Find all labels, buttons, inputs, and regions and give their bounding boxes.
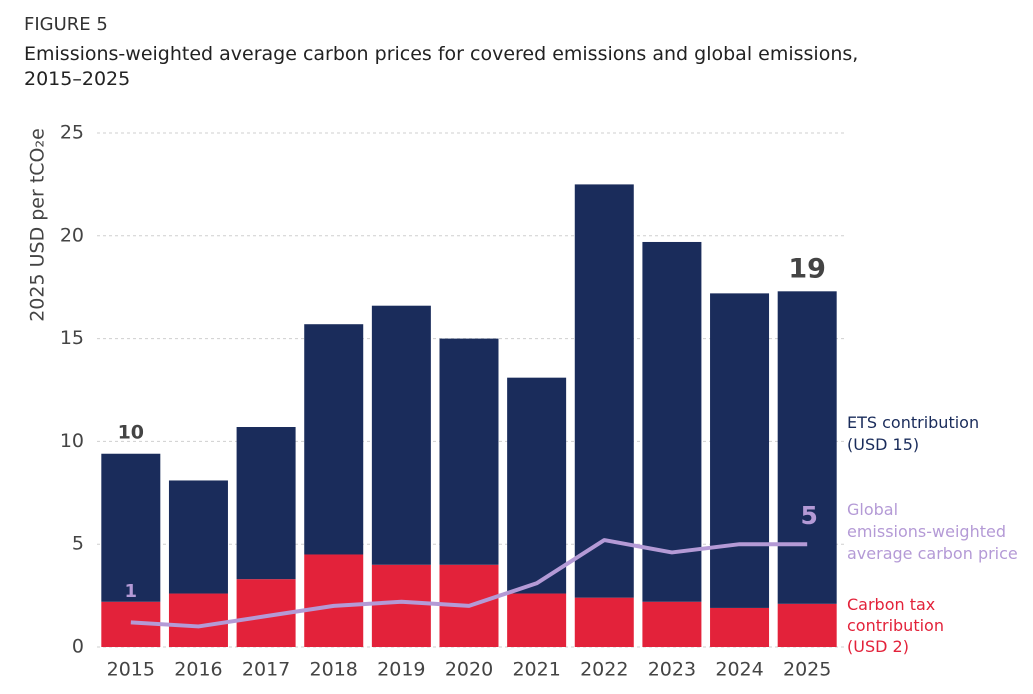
legend-label: ETS contribution (USD 15) bbox=[847, 413, 980, 454]
line bbox=[130, 538, 808, 629]
bar-segment bbox=[710, 293, 770, 608]
x-tick-label: 2021 bbox=[512, 659, 560, 681]
bar-segment bbox=[710, 607, 770, 647]
bar-segment bbox=[574, 597, 634, 647]
x-tick-label: 2022 bbox=[580, 659, 628, 681]
bar-segment bbox=[304, 554, 364, 647]
x-tick-label: 2024 bbox=[715, 659, 763, 681]
bar-segment bbox=[236, 427, 296, 580]
bar-segment bbox=[642, 241, 702, 602]
bar-segment bbox=[642, 601, 702, 647]
y-tick-label: 25 bbox=[60, 122, 84, 144]
legend-label: Global emissions-weighted average carbon… bbox=[847, 500, 1018, 563]
bar-segment bbox=[574, 184, 634, 598]
x-tick-label: 2025 bbox=[783, 659, 831, 681]
y-tick-label: 0 bbox=[72, 636, 84, 658]
bar-segment bbox=[101, 453, 161, 602]
x-tick-label: 2020 bbox=[445, 659, 493, 681]
bar-segment bbox=[507, 377, 567, 594]
x-tick-label: 2015 bbox=[107, 659, 155, 681]
annotation: 10 bbox=[118, 422, 144, 444]
annotation: 1 bbox=[125, 581, 138, 602]
bar-segment bbox=[371, 305, 431, 565]
annotation: 19 bbox=[788, 254, 826, 285]
bar-segment bbox=[304, 324, 364, 555]
legend-label: Carbon tax contribution (USD 2) bbox=[847, 595, 944, 656]
bar-segment bbox=[168, 593, 228, 647]
figure-label: FIGURE 5 bbox=[24, 14, 108, 35]
y-tick-label: 5 bbox=[72, 533, 84, 555]
bar-segment bbox=[777, 291, 837, 604]
y-axis-label: 2025 USD per tCO₂e bbox=[27, 128, 49, 322]
annotation: 5 bbox=[800, 501, 817, 530]
bar-segment bbox=[439, 338, 499, 565]
x-tick-label: 2019 bbox=[377, 659, 425, 681]
y-tick-label: 10 bbox=[60, 430, 84, 452]
chart-title: Emissions-weighted average carbon prices… bbox=[24, 43, 859, 90]
bar-segment bbox=[777, 603, 837, 647]
bar-segment bbox=[507, 593, 567, 647]
x-tick-label: 2018 bbox=[310, 659, 358, 681]
x-tick-label: 2016 bbox=[174, 659, 222, 681]
y-tick-label: 15 bbox=[60, 327, 84, 349]
bar-segment bbox=[371, 564, 431, 647]
bar-segment bbox=[168, 480, 228, 594]
y-tick-label: 20 bbox=[60, 224, 84, 246]
x-tick-label: 2017 bbox=[242, 659, 290, 681]
x-tick-label: 2023 bbox=[648, 659, 696, 681]
